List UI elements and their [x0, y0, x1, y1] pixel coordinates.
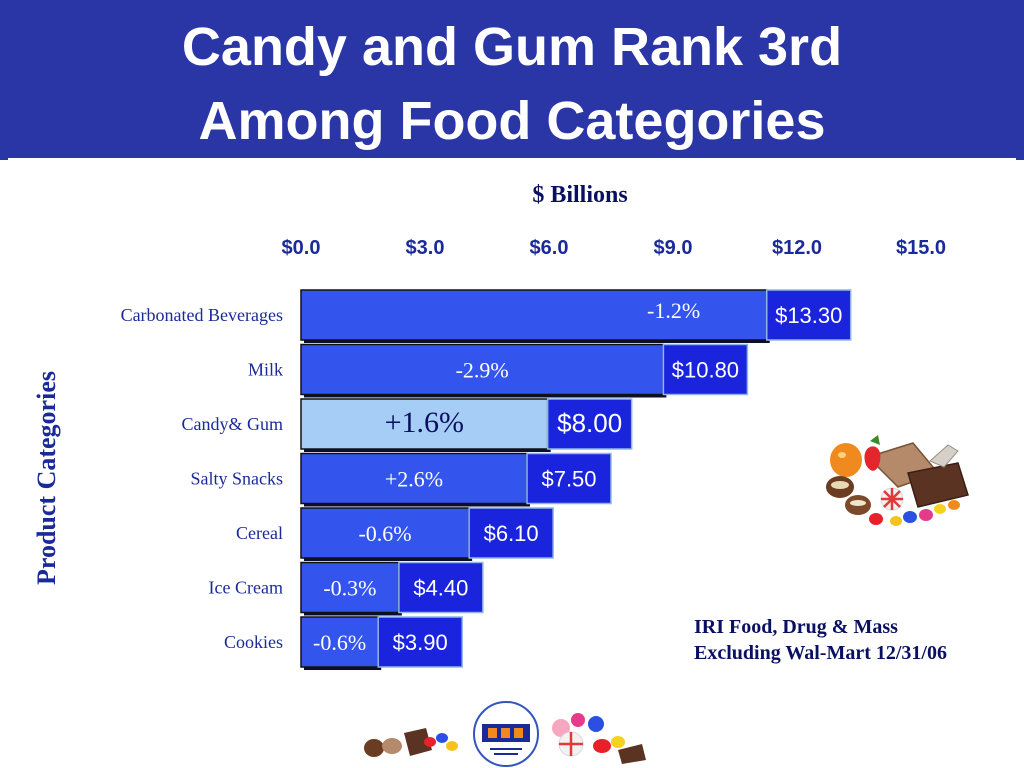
- title-divider: [8, 158, 1016, 161]
- percent-change-label: -0.3%: [323, 576, 376, 601]
- nca-logo: [364, 701, 646, 767]
- x-axis-label: $ Billions: [532, 182, 628, 208]
- value-label: $8.00: [557, 408, 622, 438]
- bar: [300, 289, 768, 341]
- value-label: $10.80: [672, 358, 739, 383]
- percent-change-label: +1.6%: [385, 406, 464, 439]
- value-box: [526, 452, 612, 505]
- source-note: IRI Food, Drug & Mass Excluding Wal-Mart…: [694, 614, 1014, 666]
- percent-change-label: -0.6%: [358, 521, 411, 546]
- value-label: $3.90: [393, 630, 448, 655]
- bar: [300, 561, 400, 614]
- candy-assortment-image: [818, 425, 978, 530]
- value-box: [546, 398, 633, 450]
- bar: [300, 507, 470, 559]
- category-label: Carbonated Beverages: [121, 305, 283, 325]
- value-label: $6.10: [484, 521, 539, 546]
- percent-change-label: +2.6%: [385, 467, 443, 492]
- x-tick-label: $3.0: [406, 237, 445, 259]
- bar: [300, 616, 379, 668]
- category-labels: Carbonated Beverages Milk Candy& Gum Salty …: [121, 305, 283, 652]
- value-label: $13.30: [775, 303, 842, 328]
- x-tick-label: $12.0: [772, 237, 822, 259]
- x-tick-label: $15.0: [896, 237, 946, 259]
- value-box: [377, 616, 463, 668]
- percent-change-label: -0.6%: [313, 630, 366, 655]
- bars: -1.2% $13.30 -2.9% $10.80 +1.6% $8.00 +2.6% $7.…: [300, 289, 852, 670]
- title-band: [0, 0, 1024, 160]
- x-tick-label: $6.0: [530, 237, 569, 259]
- category-label: Salty Snacks: [191, 469, 284, 489]
- x-tick-label: $0.0: [282, 237, 321, 259]
- value-box: [765, 289, 852, 341]
- percent-change-label: -1.2%: [647, 298, 700, 323]
- bar: [300, 343, 665, 396]
- category-label: Ice Cream: [209, 578, 283, 598]
- category-label: Candy& Gum: [182, 414, 284, 434]
- source-line-1: IRI Food, Drug & Mass: [694, 616, 898, 638]
- value-box: [662, 343, 749, 396]
- value-label: $4.40: [413, 576, 468, 601]
- category-label: Milk: [248, 360, 283, 380]
- x-axis-ticks: $0.0 $3.0 $6.0 $9.0 $12.0 $15.0: [282, 237, 947, 259]
- percent-change-label: -2.9%: [456, 358, 509, 383]
- value-box: [398, 561, 484, 614]
- x-tick-label: $9.0: [654, 237, 693, 259]
- title-line-2: Among Food Categories: [198, 91, 826, 151]
- title-line-1: Candy and Gum Rank 3rd: [181, 17, 843, 77]
- source-line-2: Excluding Wal-Mart 12/31/06: [694, 642, 947, 664]
- value-label: $7.50: [541, 467, 596, 492]
- value-box: [468, 507, 554, 559]
- bar: [300, 398, 549, 450]
- category-label: Cereal: [236, 523, 283, 543]
- category-label: Cookies: [224, 632, 283, 652]
